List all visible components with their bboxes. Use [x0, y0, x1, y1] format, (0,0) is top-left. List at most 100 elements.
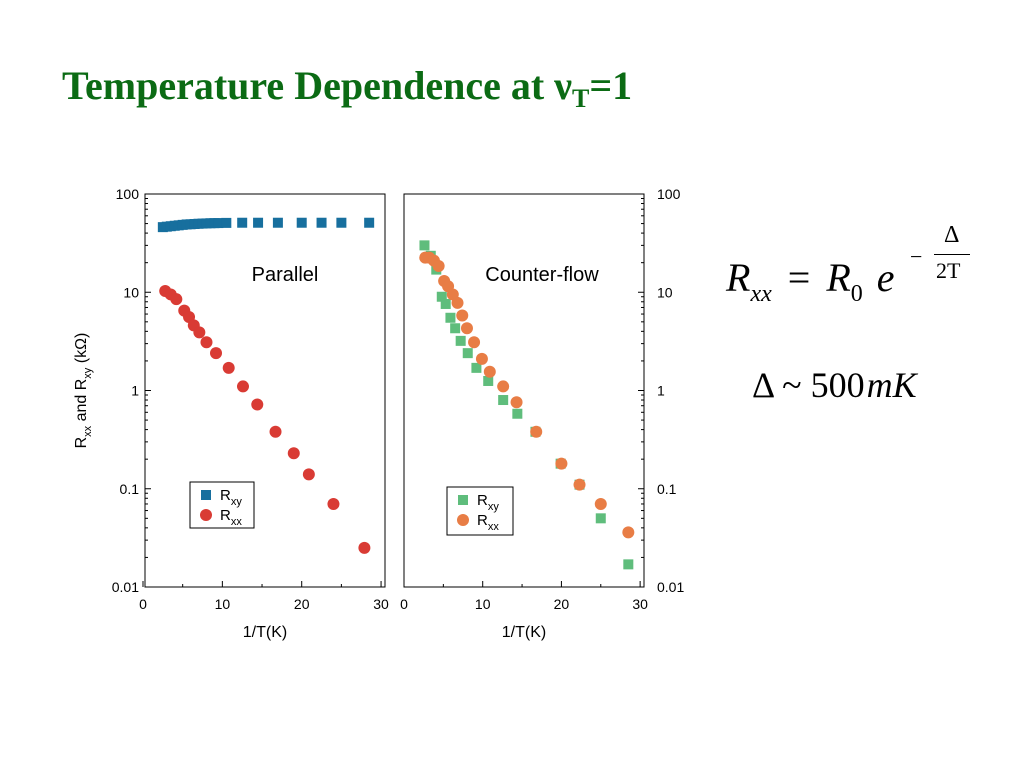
- legend-marker: [457, 514, 469, 526]
- data-point-xy: [221, 217, 232, 228]
- x-tick-label: 20: [554, 596, 570, 612]
- x-tick-label: 30: [373, 596, 389, 612]
- data-point-xx: [594, 497, 607, 510]
- data-point-xy: [316, 217, 327, 228]
- data-point-xy: [253, 217, 264, 228]
- y-tick-label: 0.1: [120, 481, 140, 497]
- slide-title: Temperature Dependence at νT=1: [62, 62, 633, 113]
- gap-value: 500: [810, 365, 865, 405]
- data-point-xy: [296, 217, 307, 228]
- y-tick-label: 100: [116, 186, 140, 202]
- data-point-xx: [622, 526, 635, 539]
- data-point-xx: [269, 425, 282, 438]
- legend-marker: [201, 490, 211, 500]
- formula-exponent-minus: −: [910, 244, 923, 269]
- x-tick-label: 10: [475, 596, 491, 612]
- y-axis-label: Rxx and Rxy (kΩ): [73, 333, 94, 449]
- formula-fraction-bar: [934, 254, 970, 255]
- series-xy: [157, 217, 375, 233]
- panel-label: Parallel: [252, 264, 319, 286]
- data-point-xx: [530, 425, 543, 438]
- data-point-xx: [302, 468, 315, 481]
- gap-symbol: Δ: [752, 365, 774, 405]
- legend-marker: [200, 509, 212, 521]
- data-point-xx: [200, 336, 213, 349]
- data-point-xy: [436, 291, 447, 302]
- data-point-xx: [210, 347, 223, 360]
- formula-exponent-denominator: 2T: [936, 258, 961, 283]
- data-point-xx: [555, 457, 568, 470]
- data-point-xy: [471, 362, 482, 373]
- slide-title-tail: =1: [589, 63, 633, 108]
- data-point-xx: [460, 322, 473, 335]
- data-point-xx: [327, 497, 340, 510]
- data-point-xy: [512, 408, 523, 419]
- data-point-xx: [475, 352, 488, 365]
- data-point-xy: [498, 395, 509, 406]
- data-point-xy: [272, 217, 283, 228]
- data-point-xy: [483, 375, 494, 386]
- data-point-xx: [358, 541, 371, 554]
- data-point-xx: [497, 380, 510, 393]
- x-axis-label: 1/T(K): [243, 624, 287, 641]
- slide-title-main: Temperature Dependence at ν: [62, 63, 573, 108]
- legend-label: Rxx: [477, 512, 499, 533]
- data-point-xy: [419, 240, 430, 251]
- x-tick-label: 30: [632, 596, 648, 612]
- data-point-xx: [432, 260, 445, 273]
- legend-label: Rxy: [477, 492, 499, 513]
- legend-box: [189, 481, 255, 529]
- data-point-xx: [510, 396, 523, 409]
- data-point-xy: [450, 323, 461, 334]
- x-tick-label: 0: [400, 596, 408, 612]
- legend-label: Rxy: [220, 487, 242, 508]
- data-point-xx: [287, 447, 300, 460]
- legend-marker: [458, 495, 468, 505]
- data-point-xy: [595, 513, 606, 524]
- y-tick-label: 100: [657, 186, 681, 202]
- data-point-xx: [251, 398, 264, 411]
- series-xx: [419, 251, 635, 539]
- data-point-xx: [468, 336, 481, 349]
- gap-estimate: Δ ~ 500mK: [752, 364, 917, 406]
- activation-formula: Rxx = R0 e: [726, 254, 895, 307]
- x-tick-label: 20: [294, 596, 310, 612]
- data-point-xx: [451, 296, 464, 309]
- data-point-xx: [483, 365, 496, 378]
- formula-rhs: R: [826, 255, 851, 300]
- data-point-xy: [237, 217, 248, 228]
- data-point-xy: [445, 312, 456, 323]
- data-point-xx: [193, 326, 206, 339]
- slide-title-subscript: T: [572, 84, 590, 113]
- x-tick-label: 0: [139, 596, 147, 612]
- legend-label: Rxx: [220, 507, 242, 528]
- data-point-xy: [213, 218, 224, 229]
- y-tick-label: 0.01: [657, 579, 684, 595]
- plot-frame: [144, 193, 386, 588]
- data-point-xy: [440, 298, 451, 309]
- gap-unit: mK: [866, 365, 917, 405]
- data-point-xy: [455, 335, 466, 346]
- data-point-xy: [336, 217, 347, 228]
- formula-lhs-sub: xx: [750, 281, 772, 307]
- data-point-xx: [222, 361, 235, 374]
- formula-lhs: R: [726, 255, 751, 300]
- chart-panel-2: 100 10 1 0.1 0.01 0 10 20 30 1/T(K) Counter-flow Rx…: [400, 186, 684, 641]
- data-point-xx: [573, 478, 586, 491]
- formula-exponent-numerator: Δ: [944, 222, 960, 248]
- data-point-xy: [462, 348, 473, 359]
- formula-rhs-sub: 0: [850, 281, 863, 307]
- x-axis-label: 1/T(K): [502, 624, 546, 641]
- y-tick-label: 1: [657, 383, 665, 399]
- data-point-xy: [623, 559, 634, 570]
- panel-label: Counter-flow: [485, 264, 599, 286]
- formula-exp-base: e: [876, 255, 895, 300]
- x-tick-label: 10: [215, 596, 231, 612]
- plot-frame: [403, 193, 645, 588]
- gap-tilde: ~: [782, 365, 802, 405]
- data-point-xx: [170, 293, 183, 306]
